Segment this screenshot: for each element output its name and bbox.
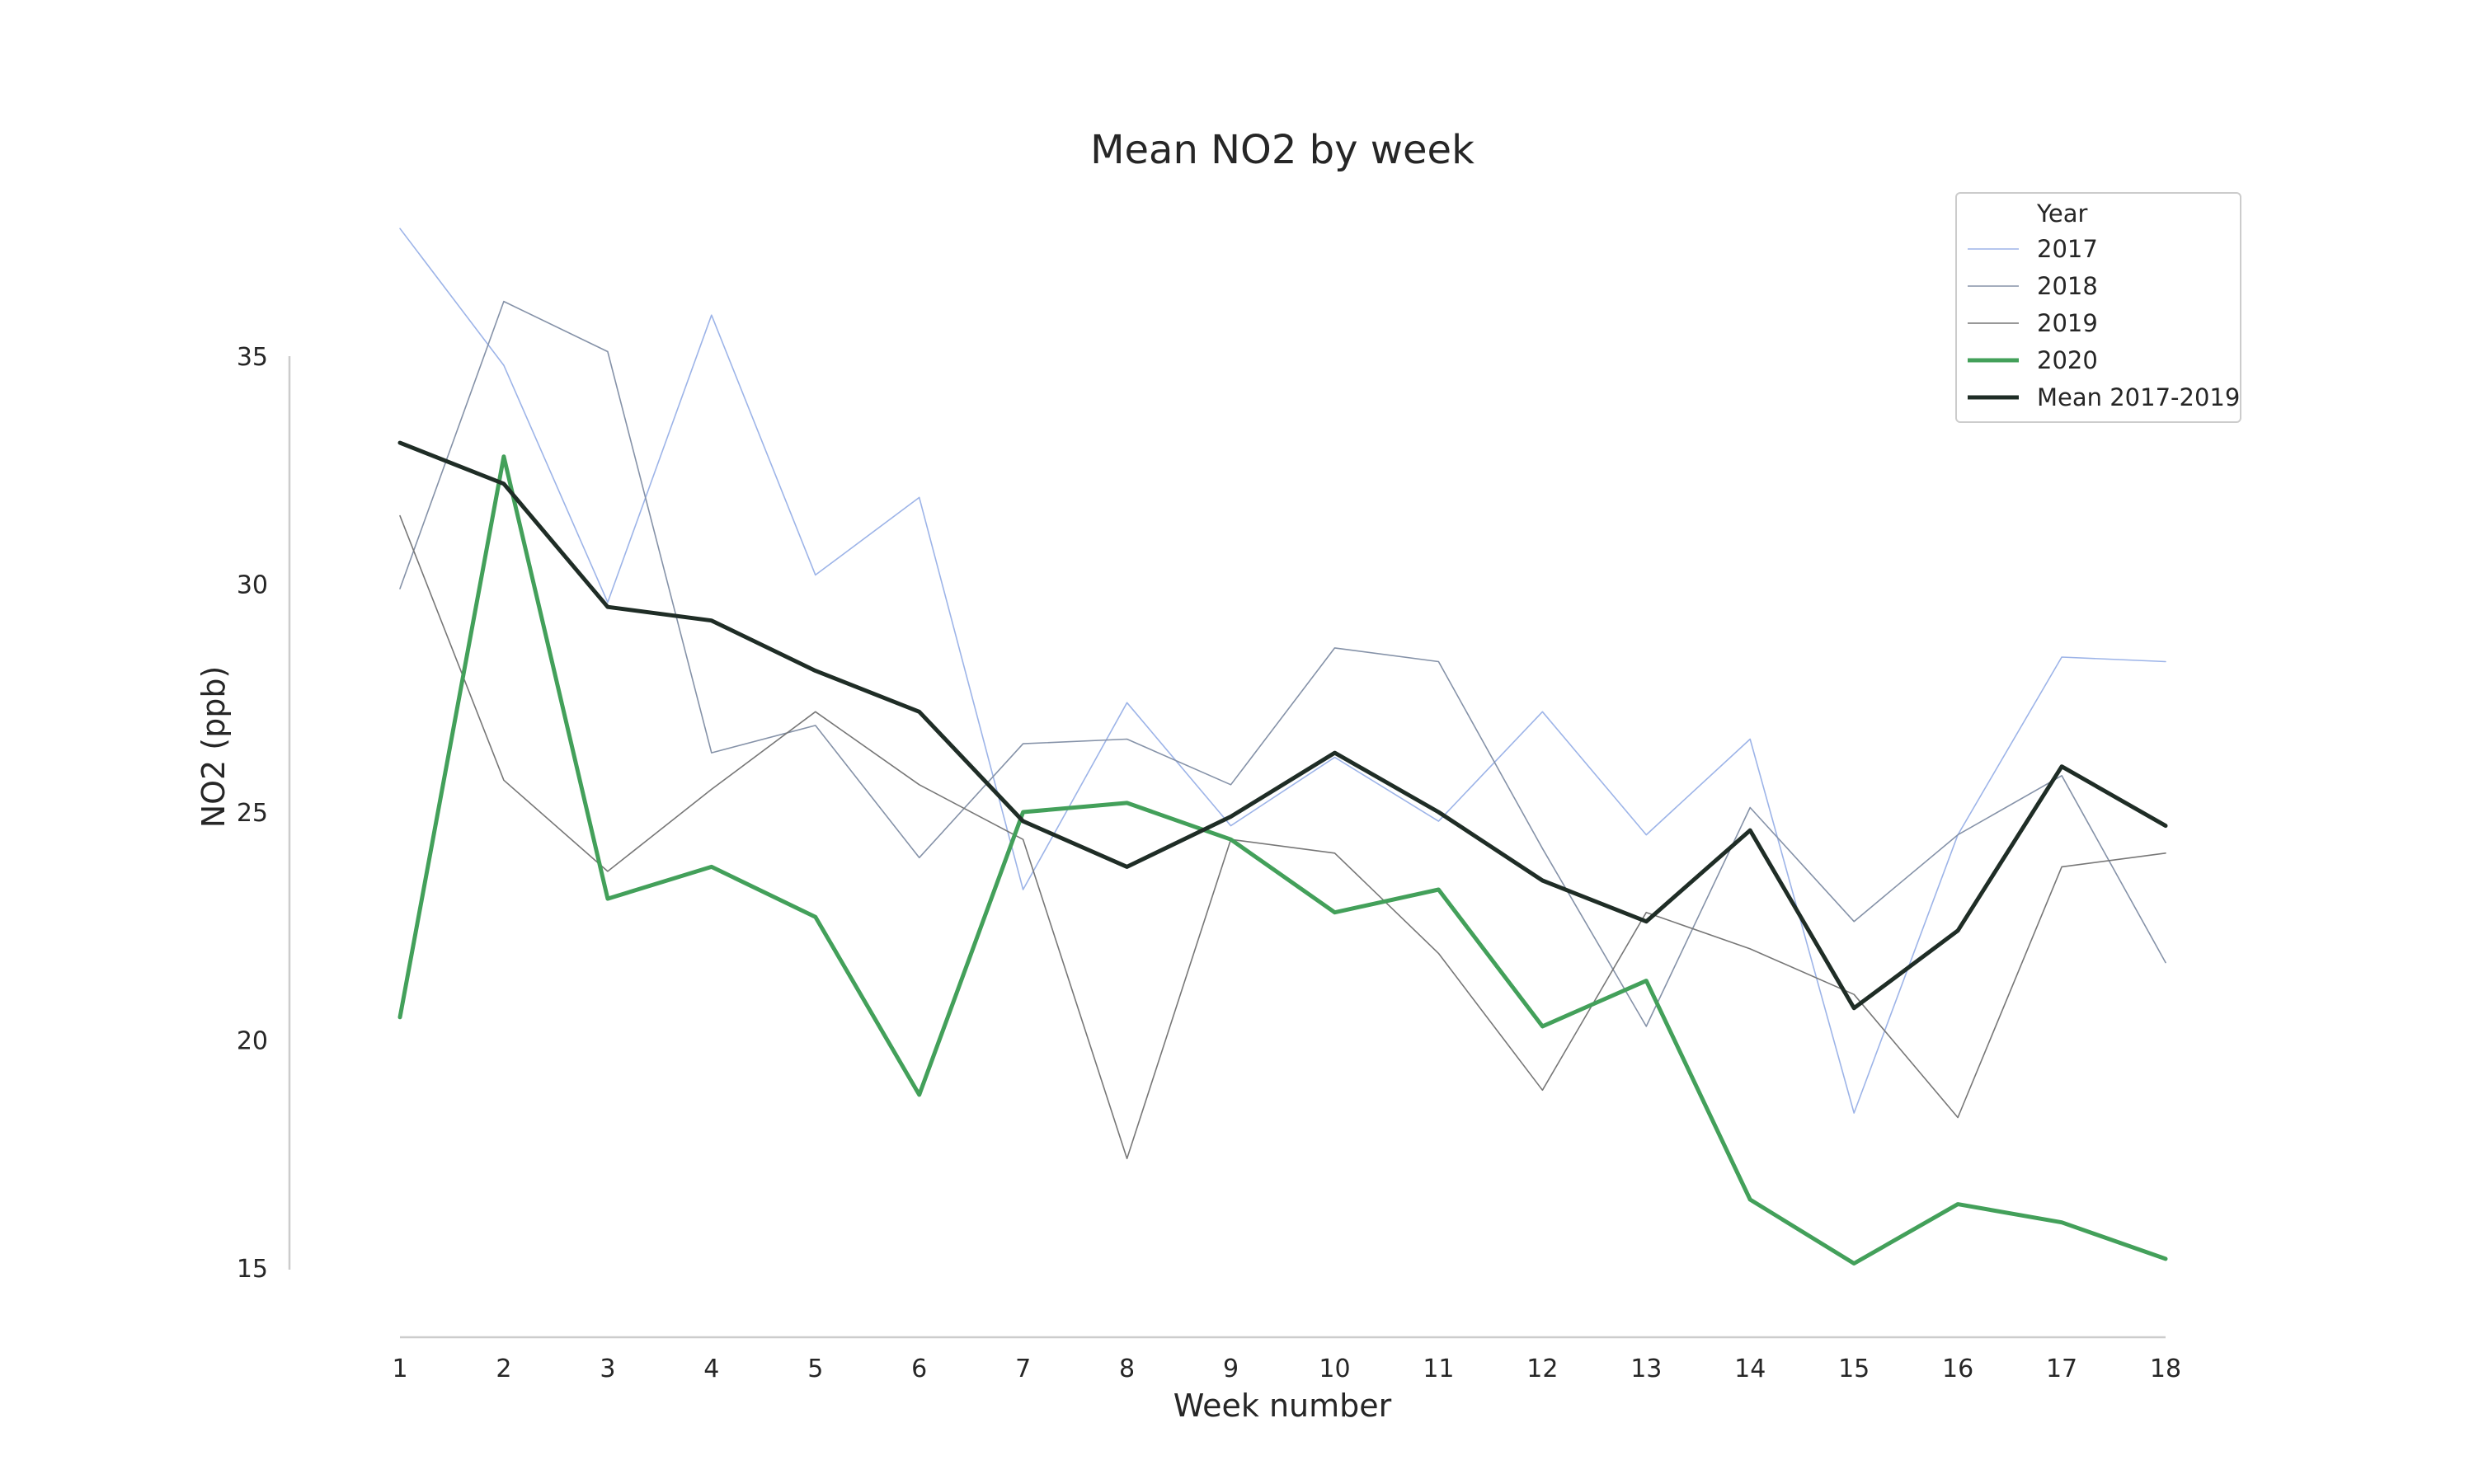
y-axis-label: NO2 (ppb) [195,666,232,829]
y-tick-label: 30 [237,571,268,600]
x-tick-label: 5 [807,1355,823,1383]
x-tick-label: 17 [2046,1355,2077,1383]
legend: Year 2017 2018 2019 2020 Mean 2017-2019 [1955,192,2241,423]
legend-label-mean-2017-2019: Mean 2017-2019 [2037,383,2240,411]
x-tick-label: 15 [1838,1355,1870,1383]
y-tick-labels: 15 20 25 30 35 [237,343,268,1284]
legend-entries: 2017 2018 2019 2020 Mean 2017-2019 [1968,235,2240,411]
legend-title: Year [2036,200,2087,228]
chart-title: Mean NO2 by week [1090,127,1475,173]
series-line-2017 [399,228,2166,1114]
y-tick-label: 20 [237,1027,268,1056]
x-tick-label: 7 [1015,1355,1031,1383]
x-tick-label: 2 [496,1355,511,1383]
series-line-2020 [397,454,2168,1266]
x-tick-label: 14 [1734,1355,1766,1383]
legend-label-2017: 2017 [2037,235,2098,263]
x-tick-label: 9 [1223,1355,1239,1383]
series-line-2019 [399,514,2166,1160]
legend-label-2018: 2018 [2037,272,2098,300]
x-tick-label: 10 [1319,1355,1350,1383]
x-tick-label: 16 [1942,1355,1973,1383]
x-tick-label: 4 [703,1355,719,1383]
x-tick-label: 8 [1119,1355,1135,1383]
x-tick-labels: 1 2 3 4 5 6 7 8 9 10 11 12 13 14 15 16 17 18 [392,1355,2181,1383]
x-axis-label: Week number [1174,1388,1392,1424]
y-tick-label: 15 [237,1255,268,1284]
x-tick-label: 6 [911,1355,927,1383]
x-tick-label: 3 [600,1355,615,1383]
x-tick-label: 12 [1526,1355,1558,1383]
series-line-mean-2017-2019 [397,440,2168,1011]
x-tick-label: 18 [2150,1355,2181,1383]
legend-label-2020: 2020 [2037,346,2098,374]
legend-frame [1955,192,2241,423]
legend-label-2019: 2019 [2037,309,2098,337]
x-tick-label: 11 [1423,1355,1454,1383]
x-tick-label: 13 [1630,1355,1662,1383]
series-lines [397,228,2168,1266]
series-line-2018 [399,300,2166,1027]
y-tick-label: 25 [237,799,268,828]
axes-spines [288,356,2166,1339]
x-tick-label: 1 [392,1355,407,1383]
y-tick-label: 35 [237,343,268,372]
